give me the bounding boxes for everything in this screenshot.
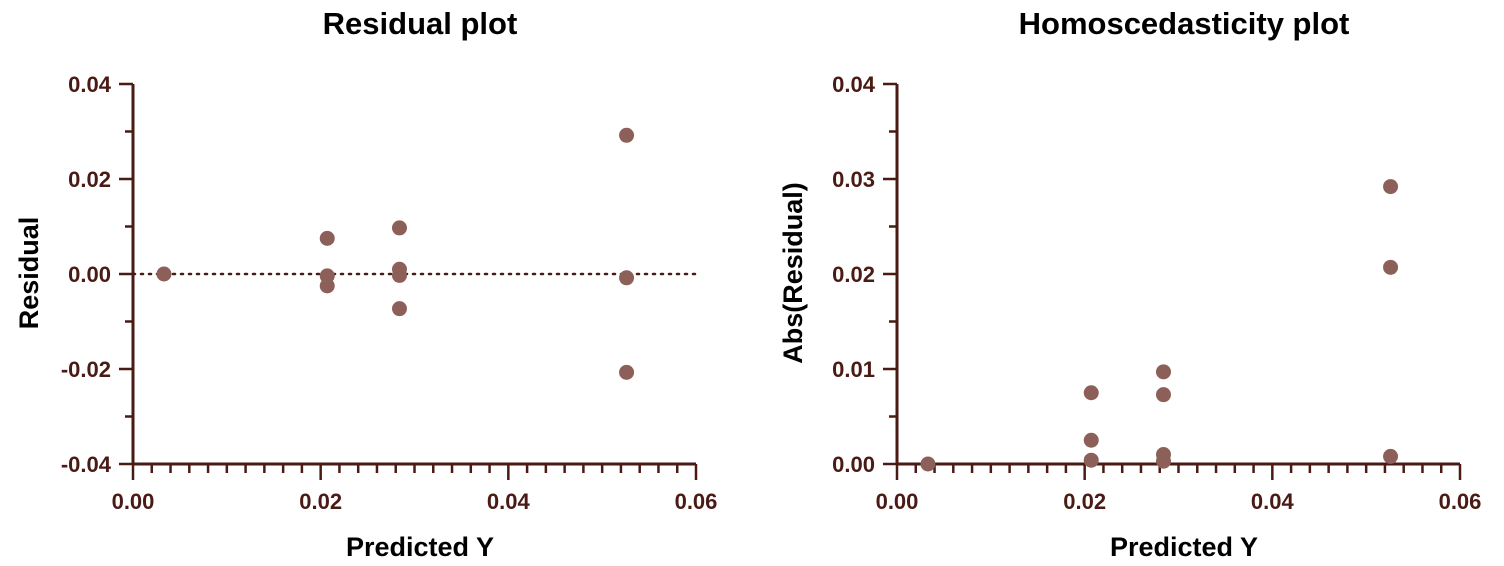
data-point (1083, 385, 1099, 401)
residual-plot: Residual plot Predicted Y Residual 0.00 0… (14, 6, 717, 562)
x-tick-label: 0.00 (876, 489, 919, 514)
x-axis-label: Predicted Y (346, 532, 494, 562)
data-point (319, 230, 335, 246)
y-tick-label: -0.04 (61, 452, 112, 477)
data-point (1155, 453, 1171, 469)
data-point (1083, 452, 1099, 468)
x-tick-label: 0.06 (675, 489, 718, 514)
data-point (391, 267, 407, 283)
y-tick-label: 0.02 (68, 167, 111, 192)
y-tick-label: 0.02 (832, 262, 875, 287)
y-axis-label: Abs(Residual) (778, 182, 808, 364)
x-tick-label: 0.00 (112, 489, 155, 514)
data-point (1155, 364, 1171, 380)
data-point (1383, 448, 1399, 464)
y-tick-label: 0.04 (68, 72, 112, 97)
y-tick-label: 0.00 (832, 452, 875, 477)
y-tick-label: 0.01 (832, 357, 875, 382)
data-point (1383, 179, 1399, 195)
y-tick-label: -0.02 (61, 357, 111, 382)
y-axis-label: Residual (14, 217, 44, 330)
data-point (1083, 432, 1099, 448)
data-point (156, 266, 172, 282)
data-point (619, 127, 635, 143)
x-tick-label: 0.04 (487, 489, 531, 514)
x-tick-label: 0.02 (1063, 489, 1106, 514)
x-tick-label: 0.04 (1251, 489, 1295, 514)
data-point (619, 364, 635, 380)
x-axis-label: Predicted Y (1110, 532, 1258, 562)
y-tick-label: 0.00 (68, 262, 111, 287)
x-tick-label: 0.06 (1439, 489, 1482, 514)
data-point (920, 456, 936, 472)
data-point (1155, 387, 1171, 403)
y-tick-label: 0.03 (832, 167, 875, 192)
data-point (1383, 259, 1399, 275)
homoscedasticity-plot: Homoscedasticity plot Predicted Y Abs(Re… (778, 6, 1481, 562)
data-point (391, 301, 407, 317)
data-point (391, 220, 407, 236)
y-tick-label: 0.04 (832, 72, 876, 97)
data-point (319, 278, 335, 294)
chart-title: Residual plot (323, 6, 518, 41)
x-tick-label: 0.02 (299, 489, 342, 514)
data-point (619, 270, 635, 286)
chart-title: Homoscedasticity plot (1019, 6, 1350, 41)
